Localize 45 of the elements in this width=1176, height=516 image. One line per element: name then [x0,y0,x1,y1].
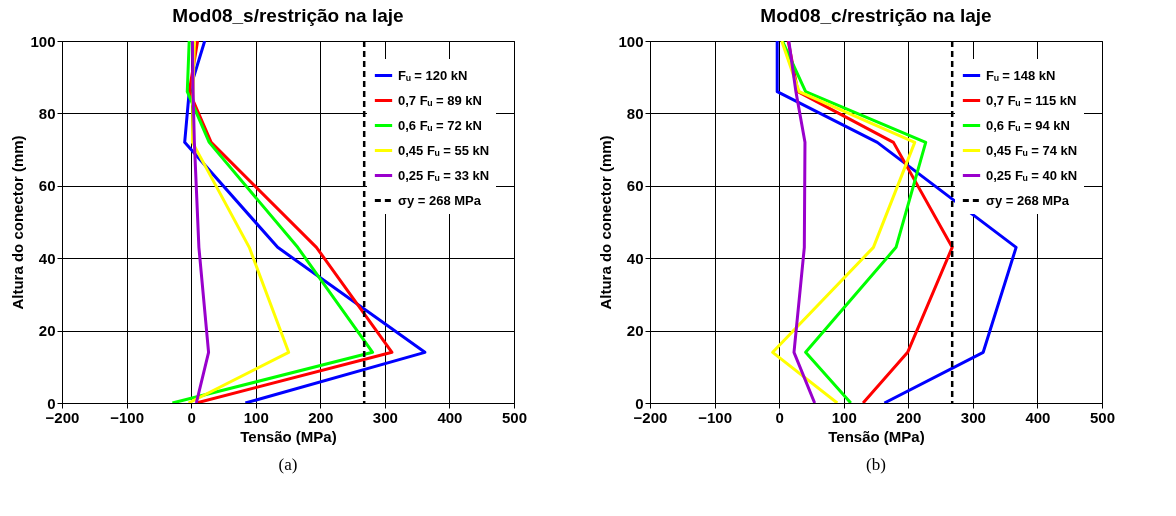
legend-label: 0,45 Fᵤ = 74 kN [986,142,1078,158]
y-tick-label: 20 [626,322,644,340]
x-axis-title: Tensão (MPa) [828,427,925,445]
x-tick-label: 500 [501,408,528,426]
legend-label: 0,25 Fᵤ = 40 kN [986,167,1078,183]
legend-label: 0,7 Fᵤ = 115 kN [986,92,1077,108]
x-tick-label: 0 [775,408,784,426]
x-tick-label: 300 [372,408,398,426]
x-tick-label: 0 [187,408,196,426]
ref-line-label: σy = 268 MPa [398,192,482,208]
legend-label: 0,25 Fᵤ = 33 kN [398,167,490,183]
y-axis-title: Altura do conector (mm) [9,135,27,310]
legend-label: 0,45 Fᵤ = 55 kN [398,142,490,158]
y-tick-label: 100 [30,32,56,50]
chart-title: Mod08_s/restrição na laje [172,5,404,26]
text: (a) [278,455,298,474]
x-tick-label: 100 [243,408,269,426]
x-tick-label: 400 [1025,408,1051,426]
legend-label: Fᵤ = 148 kN [986,67,1056,83]
legend-label: 0,6 Fᵤ = 94 kN [986,117,1070,133]
legend-label: Fᵤ = 120 kN [398,67,468,83]
legend-label: 0,7 Fᵤ = 89 kN [398,92,482,108]
x-tick-label: 500 [1089,408,1116,426]
y-tick-label: 80 [38,104,56,122]
y-tick-label: 60 [38,177,56,195]
y-tick-label: 40 [626,249,644,267]
x-tick-label: 400 [437,408,463,426]
text: (b) [866,455,886,474]
x-tick-label: 200 [308,408,334,426]
y-tick-label: 60 [626,177,644,195]
x-axis-title: Tensão (MPa) [240,427,337,445]
chart-title: Mod08_c/restrição na laje [760,5,992,26]
y-axis-title: Altura do conector (mm) [597,135,615,310]
y-tick-label: 80 [626,104,644,122]
legend-label: 0,6 Fᵤ = 72 kN [398,117,482,133]
x-tick-label: 200 [896,408,922,426]
y-tick-label: 20 [38,322,56,340]
x-tick-label: −100 [698,408,732,426]
x-tick-label: 300 [960,408,986,426]
y-tick-label: 100 [618,32,644,50]
line-series [787,41,817,403]
x-tick-label: −100 [110,408,144,426]
ref-line-label: σy = 268 MPa [986,192,1070,208]
y-tick-label: 40 [38,249,56,267]
x-tick-label: 100 [831,408,857,426]
